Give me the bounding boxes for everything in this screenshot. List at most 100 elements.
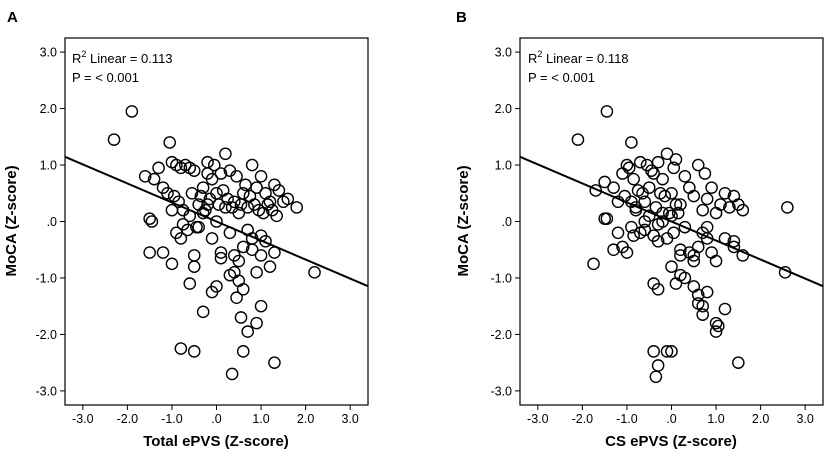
data-point-b — [627, 172, 640, 186]
data-point-a — [165, 203, 179, 217]
y-tick-label-a: 1.0 — [40, 159, 57, 173]
x-tick-label-b: .0 — [666, 412, 676, 426]
data-point-a — [174, 342, 188, 355]
x-tick-label-a: -1.0 — [161, 412, 183, 426]
data-point-b — [711, 319, 725, 333]
data-point-a — [152, 161, 165, 175]
data-point-a — [236, 282, 250, 296]
points-b — [571, 105, 794, 384]
r2-annotation-b: R2 Linear = 0.118 — [528, 49, 629, 66]
data-point-a — [259, 234, 272, 248]
x-tick-label-a: 1.0 — [252, 412, 269, 426]
r2-label-b: R — [528, 51, 537, 66]
data-point-a — [138, 170, 152, 183]
data-point-a — [187, 260, 201, 273]
x-tick-label-a: 2.0 — [297, 412, 314, 426]
y-axis-title-b: MoCA (Z-score) — [455, 165, 472, 276]
data-point-a — [143, 212, 156, 225]
data-point-b — [698, 167, 712, 180]
data-point-a — [176, 218, 190, 231]
r2-sup-b: 2 — [537, 49, 542, 59]
data-point-b — [634, 155, 647, 169]
data-point-a — [308, 266, 321, 279]
data-point-b — [667, 161, 681, 175]
y-tick-label-a: .0 — [47, 215, 57, 229]
data-point-a — [254, 249, 268, 262]
data-point-b — [622, 161, 636, 175]
r2-annotation-a: R2 Linear = 0.113 — [72, 49, 173, 66]
data-point-b — [674, 198, 687, 211]
data-point-b — [709, 254, 723, 268]
data-point-a — [250, 316, 263, 330]
data-point-a — [234, 311, 248, 324]
x-tick-label-b: 3.0 — [796, 412, 813, 426]
r2-sup-a: 2 — [81, 49, 86, 59]
data-point-b — [674, 243, 687, 257]
data-point-b — [611, 226, 625, 240]
data-point-a — [163, 136, 177, 149]
data-point-b — [625, 220, 638, 234]
data-point-b — [607, 181, 620, 194]
data-point-b — [705, 246, 718, 259]
x-tick-label-a: .0 — [211, 412, 221, 426]
data-point-b — [625, 136, 638, 149]
data-point-b — [669, 198, 683, 211]
data-point-a — [147, 172, 161, 186]
y-tick-label-b: 2.0 — [495, 102, 512, 116]
data-point-a — [230, 170, 243, 183]
y-tick-label-b: 3.0 — [495, 46, 512, 60]
data-point-a — [254, 299, 268, 313]
data-point-b — [718, 302, 732, 316]
y-axis-title-a: MoCA (Z-score) — [3, 165, 20, 276]
data-point-a — [185, 186, 199, 200]
data-point-b — [651, 282, 665, 296]
data-point-a — [259, 186, 272, 200]
x-tick-label-a: -2.0 — [117, 412, 139, 426]
y-ticks-b: 3.0 2.0 1.0 .0 -1.0 -2.0 -3.0 — [490, 46, 520, 398]
x-tick-label-b: 1.0 — [707, 412, 724, 426]
panel-b: B R2 Linear = 0.118 P = < 0.001 3.02.01.… — [455, 9, 824, 450]
data-point-a — [196, 181, 210, 194]
x-ticks-b: -3.0 -2.0 -1.0 .0 1.0 2.0 3.0 — [527, 405, 814, 426]
data-point-b — [647, 345, 660, 358]
data-point-b — [691, 158, 705, 172]
data-point-a — [263, 195, 277, 209]
data-point-b — [629, 203, 643, 217]
data-point-a — [156, 246, 170, 259]
data-point-a — [250, 181, 263, 194]
data-point-b — [683, 181, 696, 194]
data-point-b — [656, 215, 669, 228]
data-point-b — [600, 105, 614, 118]
y-tick-label-a: 2.0 — [40, 102, 57, 116]
data-point-b — [736, 203, 750, 217]
y-tick-label-a: -3.0 — [35, 384, 57, 398]
y-tick-label-b: .0 — [502, 215, 512, 229]
data-point-b — [687, 189, 701, 203]
fit-line-b — [519, 155, 824, 288]
data-point-b — [667, 226, 681, 240]
data-point-a — [174, 232, 188, 245]
x-tick-label-b: -2.0 — [572, 412, 594, 426]
data-point-a — [183, 277, 197, 290]
data-point-b — [678, 170, 692, 183]
data-point-a — [228, 195, 241, 209]
data-point-b — [696, 299, 709, 313]
data-point-a — [216, 184, 230, 197]
data-point-b — [571, 133, 585, 146]
x-axis-title-a: Total ePVS (Z-score) — [143, 433, 289, 450]
data-point-a — [254, 170, 268, 183]
data-point-b — [638, 215, 652, 228]
data-point-a — [219, 147, 232, 161]
data-point-a — [145, 215, 159, 228]
data-point-b — [691, 240, 705, 254]
data-point-a — [214, 251, 228, 265]
data-point-b — [589, 184, 603, 197]
y-tick-label-b: -1.0 — [490, 271, 512, 285]
y-tick-label-a: 3.0 — [40, 46, 57, 60]
data-point-a — [201, 198, 214, 211]
r2-label-a: R — [72, 51, 81, 66]
data-point-b — [651, 359, 665, 372]
data-point-b — [665, 345, 678, 358]
x-tick-label-b: -1.0 — [616, 412, 638, 426]
data-point-a — [241, 201, 254, 214]
